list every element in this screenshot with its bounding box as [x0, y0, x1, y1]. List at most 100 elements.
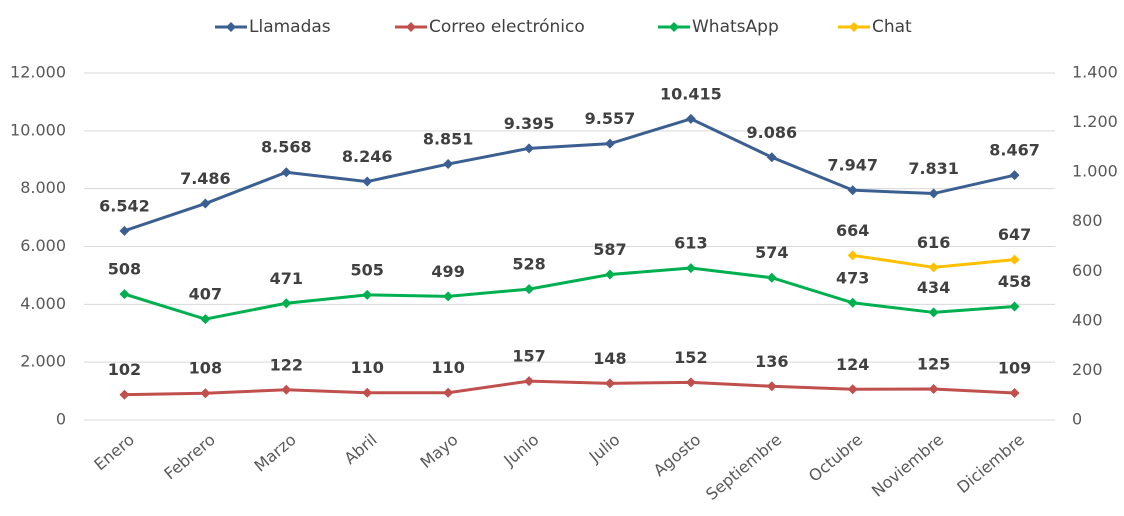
y2-tick-label: 1.000 — [1072, 162, 1118, 181]
legend-marker — [849, 22, 859, 32]
legend-label: WhatsApp — [692, 17, 779, 37]
y-tick-label: 0 — [56, 410, 66, 429]
point — [443, 387, 454, 398]
data-label: 8.246 — [342, 147, 393, 166]
data-label: 664 — [836, 221, 869, 240]
point — [1009, 170, 1020, 181]
point — [766, 381, 777, 392]
data-label: 458 — [998, 272, 1031, 291]
data-label: 613 — [674, 234, 707, 253]
point — [281, 384, 292, 395]
data-label: 499 — [431, 262, 464, 281]
data-label: 6.542 — [99, 196, 150, 215]
y2-tick-label: 800 — [1072, 211, 1103, 230]
legend-label: Llamadas — [249, 17, 331, 37]
data-label: 108 — [189, 359, 222, 378]
point — [847, 185, 858, 196]
y2-tick-label: 0 — [1072, 410, 1082, 429]
point — [847, 297, 858, 308]
point — [362, 387, 373, 398]
data-label: 8.851 — [423, 130, 474, 149]
data-label: 434 — [917, 278, 950, 297]
data-label: 407 — [189, 285, 222, 304]
x-tick-label: Junio — [499, 430, 542, 470]
data-label: 122 — [270, 355, 303, 374]
point — [524, 376, 535, 387]
data-label: 124 — [836, 355, 869, 374]
x-tick-label: Agosto — [650, 430, 705, 480]
data-label: 148 — [593, 349, 626, 368]
data-label: 528 — [512, 255, 545, 274]
point — [362, 176, 373, 187]
y-tick-label: 6.000 — [20, 236, 66, 255]
x-tick-label: Septiembre — [702, 430, 785, 504]
series-line — [123, 117, 1015, 233]
legend-marker — [669, 22, 679, 32]
data-label: 110 — [351, 358, 384, 377]
data-label: 647 — [998, 225, 1031, 244]
point — [928, 262, 939, 273]
data-label: 110 — [431, 358, 464, 377]
y2-tick-label: 200 — [1072, 360, 1103, 379]
y-tick-label: 4.000 — [20, 294, 66, 313]
data-label: 125 — [917, 355, 950, 374]
x-tick-label: Julio — [585, 430, 624, 467]
y-tick-label: 12.000 — [10, 63, 66, 82]
data-label: 471 — [270, 269, 303, 288]
point — [604, 269, 615, 280]
point — [847, 384, 858, 395]
point — [200, 388, 211, 399]
legend-label: Correo electrónico — [429, 17, 585, 37]
data-label: 152 — [674, 348, 707, 367]
x-tick-label: Enero — [90, 430, 138, 474]
point — [685, 113, 696, 124]
data-label: 587 — [593, 240, 626, 259]
x-tick-label: Abril — [340, 430, 380, 468]
data-label: 7.947 — [827, 156, 878, 175]
point — [847, 250, 858, 261]
y-tick-label: 10.000 — [10, 120, 66, 139]
point — [200, 314, 211, 325]
point — [362, 289, 373, 300]
data-label: 8.467 — [989, 141, 1040, 160]
series-line — [124, 266, 1015, 321]
point — [281, 167, 292, 178]
data-label: 8.568 — [261, 138, 312, 157]
data-label: 102 — [108, 360, 141, 379]
point — [1009, 301, 1020, 312]
point — [119, 289, 130, 300]
data-label: 10.415 — [660, 84, 722, 103]
point — [281, 298, 292, 309]
y-tick-label: 8.000 — [20, 178, 66, 197]
point — [1009, 254, 1020, 265]
data-label: 9.395 — [504, 114, 555, 133]
data-label: 157 — [512, 347, 545, 366]
point — [200, 198, 211, 209]
y2-tick-label: 400 — [1072, 310, 1103, 329]
x-tick-label: Diciembre — [953, 430, 1028, 497]
data-label: 109 — [998, 358, 1031, 377]
y2-tick-label: 1.200 — [1072, 112, 1118, 131]
data-label: 7.831 — [908, 159, 959, 178]
data-label: 508 — [108, 260, 141, 279]
point — [604, 378, 615, 389]
point — [524, 284, 535, 295]
legend-marker — [406, 22, 416, 32]
y2-tick-label: 1.400 — [1072, 63, 1118, 82]
point — [524, 143, 535, 154]
x-tick-label: Octubre — [805, 430, 866, 486]
point — [685, 377, 696, 388]
point — [766, 152, 777, 163]
point — [685, 263, 696, 274]
point — [604, 138, 615, 149]
x-tick-label: Febrero — [160, 430, 218, 483]
point — [928, 307, 939, 318]
legend-label: Chat — [872, 17, 912, 37]
point — [119, 225, 130, 236]
data-label: 505 — [351, 260, 384, 279]
x-tick-label: Mayo — [417, 430, 462, 472]
x-tick-label: Noviembre — [868, 430, 947, 501]
data-label: 136 — [755, 352, 788, 371]
point — [928, 188, 939, 199]
